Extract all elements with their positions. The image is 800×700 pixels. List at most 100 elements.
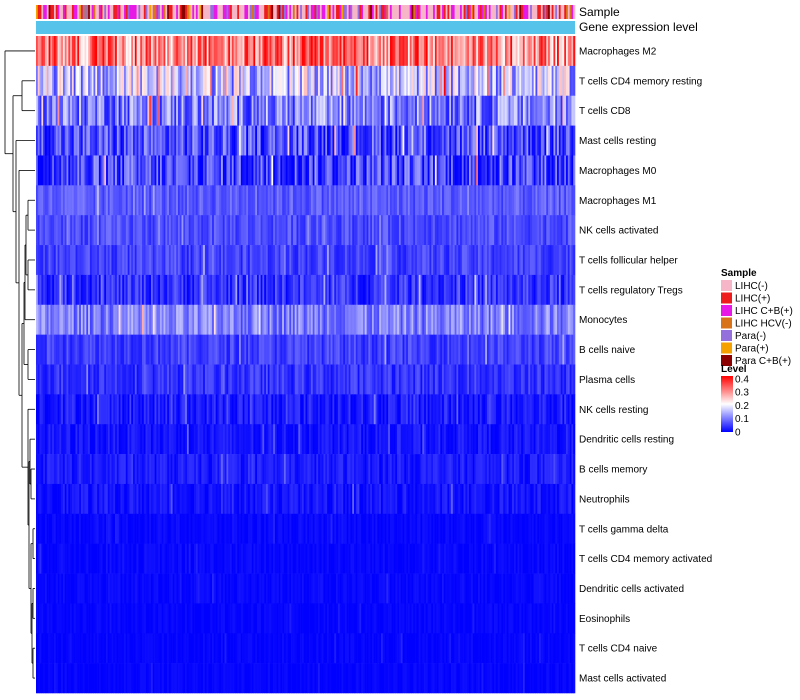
heatmap-cell: [170, 65, 173, 97]
heatmap-cell: [476, 394, 479, 425]
heatmap-cell: [488, 334, 491, 365]
heatmap-cell: [109, 364, 112, 395]
heatmap-cell: [134, 155, 137, 186]
heatmap-cell: [111, 125, 114, 156]
heatmap-cell: [80, 364, 84, 395]
heatmap-cell: [93, 155, 96, 186]
heatmap-cell: [143, 215, 146, 246]
heatmap-cell: [504, 36, 508, 67]
heatmap-cell: [382, 454, 385, 485]
heatmap-cell: [50, 65, 53, 97]
sample-track-cell: [226, 5, 229, 19]
heatmap-cell: [508, 274, 511, 306]
heatmap-cell: [522, 454, 525, 485]
heatmap-cell: [389, 245, 393, 276]
heatmap-cell: [98, 65, 101, 97]
heatmap-cell: [379, 95, 382, 126]
heatmap-cell: [219, 304, 222, 335]
heatmap-cell: [68, 215, 71, 246]
heatmap-cell: [524, 125, 527, 156]
heatmap-cell: [528, 95, 531, 126]
heatmap-cell: [370, 125, 373, 156]
heatmap-cell: [172, 95, 175, 126]
heatmap-cell: [122, 36, 125, 67]
sample-track-cell: [159, 5, 163, 19]
heatmap-cell: [398, 245, 402, 276]
heatmap-cell: [41, 125, 44, 156]
heatmap-cell: [433, 304, 436, 335]
heatmap-cell: [120, 274, 123, 306]
heatmap-cell: [436, 245, 439, 276]
heatmap-cell: [161, 185, 164, 216]
heatmap-cell: [100, 364, 103, 395]
heatmap-cell: [235, 274, 238, 306]
heatmap-cell: [125, 394, 128, 425]
heatmap-cell: [237, 185, 240, 216]
heatmap-cell: [318, 185, 321, 216]
heatmap-cell: [283, 95, 287, 126]
heatmap-cell: [75, 334, 78, 365]
heatmap-cell: [133, 454, 136, 485]
heatmap-cell: [510, 304, 513, 335]
heatmap-cell: [89, 155, 92, 186]
heatmap-cell: [231, 95, 234, 126]
heatmap-cell: [307, 364, 310, 395]
heatmap-cell: [291, 454, 294, 485]
sample-track-cell: [197, 5, 200, 19]
heatmap-cell: [456, 274, 459, 306]
heatmap-cell: [249, 125, 252, 156]
heatmap-cell: [377, 185, 380, 216]
sample-track-cell: [370, 5, 373, 19]
heatmap-cell: [530, 424, 533, 455]
heatmap-cell: [161, 334, 164, 365]
heatmap-cell: [161, 36, 164, 67]
heatmap-cell: [407, 65, 411, 97]
heatmap-cell: [558, 36, 561, 67]
heatmap-cell: [118, 274, 121, 306]
heatmap-cell: [298, 424, 301, 455]
heatmap-cell: [292, 185, 296, 216]
heatmap-cell: [477, 245, 481, 276]
heatmap-cell: [163, 185, 166, 216]
heatmap-cell: [337, 245, 340, 276]
heatmap-cell: [501, 125, 504, 156]
heatmap-cell: [251, 364, 254, 395]
heatmap-cell: [323, 215, 326, 246]
heatmap-cell: [258, 36, 261, 67]
heatmap-cell: [68, 394, 71, 425]
heatmap-cell: [564, 364, 567, 395]
heatmap-cell: [235, 215, 238, 246]
heatmap-cell: [152, 65, 155, 97]
heatmap-cell: [569, 155, 572, 186]
heatmap-cell: [460, 185, 463, 216]
heatmap-cell: [131, 36, 134, 67]
heatmap-cell: [111, 424, 114, 455]
heatmap-cell: [217, 215, 220, 246]
heatmap-cell: [316, 95, 319, 126]
heatmap-cell: [443, 95, 446, 126]
heatmap-cell: [370, 364, 373, 395]
heatmap-cell: [251, 245, 254, 276]
heatmap-cell: [75, 424, 78, 455]
heatmap-cell: [451, 185, 454, 216]
heatmap-cell: [431, 215, 434, 246]
heatmap-cell: [470, 125, 473, 156]
heatmap-cell: [445, 394, 448, 425]
heatmap-cell: [355, 334, 358, 365]
heatmap-cell: [519, 155, 522, 186]
heatmap-cell: [62, 215, 66, 246]
heatmap-cell: [44, 424, 48, 455]
heatmap-cell: [533, 125, 536, 156]
heatmap-cell: [319, 245, 322, 276]
heatmap-cell: [183, 364, 186, 395]
heatmap-cell: [289, 334, 292, 365]
heatmap-cell: [332, 364, 335, 395]
heatmap-cell: [537, 334, 540, 365]
heatmap-cell: [501, 245, 504, 276]
heatmap-cell: [37, 483, 40, 515]
heatmap-cell: [422, 215, 425, 246]
heatmap-cell: [312, 125, 315, 156]
heatmap-cell: [357, 304, 360, 335]
heatmap-cell: [222, 454, 225, 485]
heatmap-cell: [161, 155, 164, 186]
